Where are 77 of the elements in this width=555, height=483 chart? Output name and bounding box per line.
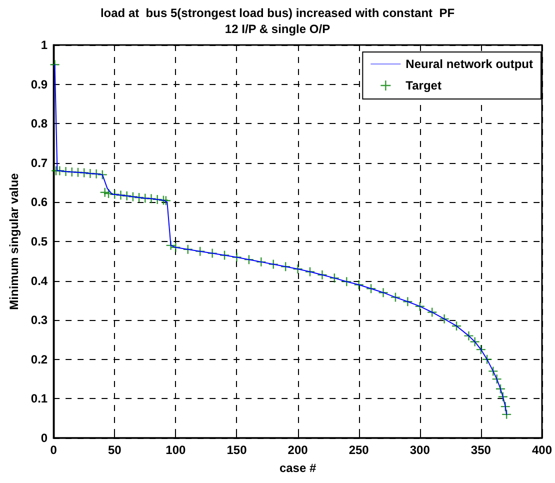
y-tick-label: 0.7 (30, 156, 48, 170)
point (244, 254, 254, 265)
x-tick-label: 150 (226, 443, 248, 457)
y-tick-label: 0.1 (30, 392, 48, 406)
x-tick-label: 350 (470, 443, 492, 457)
x-tick-label: 200 (288, 443, 308, 457)
point (79, 168, 90, 178)
point (91, 168, 102, 180)
point (427, 307, 438, 318)
point (280, 262, 291, 272)
point (122, 190, 132, 202)
point (390, 292, 401, 302)
point (110, 189, 120, 200)
legend-label: Neural network output (406, 57, 534, 71)
legend-label: Target (406, 78, 442, 92)
point (304, 266, 316, 277)
point (103, 188, 114, 199)
y-tick-label: 0.5 (30, 234, 48, 248)
x-tick-label: 400 (532, 443, 552, 457)
point (292, 264, 303, 274)
y-tick-label: 0.4 (30, 274, 48, 288)
point (72, 167, 84, 178)
chart-subtitle: 12 I/P & single O/P (224, 22, 330, 36)
point (160, 196, 172, 206)
point (134, 192, 144, 203)
point (495, 384, 506, 394)
x-tick-label: 0 (50, 443, 58, 457)
point (492, 374, 502, 384)
y-tick-label: 0.6 (30, 195, 48, 210)
point (219, 250, 230, 260)
x-axis-title: case # (279, 461, 316, 475)
y-tick-label: 0.9 (30, 77, 48, 92)
point (146, 194, 156, 204)
point (85, 168, 96, 179)
point (342, 276, 352, 287)
point (182, 244, 193, 254)
x-tick-label: 100 (166, 443, 186, 457)
point (366, 284, 376, 294)
point (100, 187, 110, 198)
point (54, 166, 65, 176)
point (207, 248, 218, 258)
point (232, 252, 242, 262)
point (268, 259, 278, 270)
point (439, 314, 450, 324)
point (158, 195, 169, 206)
point (500, 401, 510, 412)
point (60, 166, 71, 177)
point (116, 190, 126, 200)
chart-title: load at bus 5(strongest load bus) increased with constant PF (100, 6, 455, 20)
point (476, 344, 486, 355)
point (451, 320, 462, 332)
point (482, 354, 492, 364)
point (195, 246, 206, 256)
y-axis-title: Minimum singular value (7, 172, 21, 310)
x-tick-label: 300 (410, 443, 430, 457)
y-tick-label: 0 (40, 431, 48, 445)
point (50, 60, 60, 70)
point (354, 280, 364, 290)
point (140, 193, 150, 204)
point (152, 194, 162, 205)
point (414, 301, 425, 312)
point (97, 170, 108, 180)
point (498, 392, 508, 402)
x-tick-label: 250 (348, 443, 370, 457)
y-tick-label: 0.2 (30, 352, 48, 366)
point (402, 296, 413, 307)
point (317, 270, 328, 280)
point (329, 272, 340, 284)
y-tick-label: 0.8 (30, 116, 48, 131)
x-tick-label: 50 (108, 443, 122, 457)
y-tick-label: 0.3 (30, 313, 48, 328)
point (488, 366, 498, 376)
point (128, 192, 138, 202)
point (501, 409, 512, 420)
point (378, 287, 388, 298)
point (256, 256, 266, 268)
y-tick-label: 1 (40, 38, 48, 52)
